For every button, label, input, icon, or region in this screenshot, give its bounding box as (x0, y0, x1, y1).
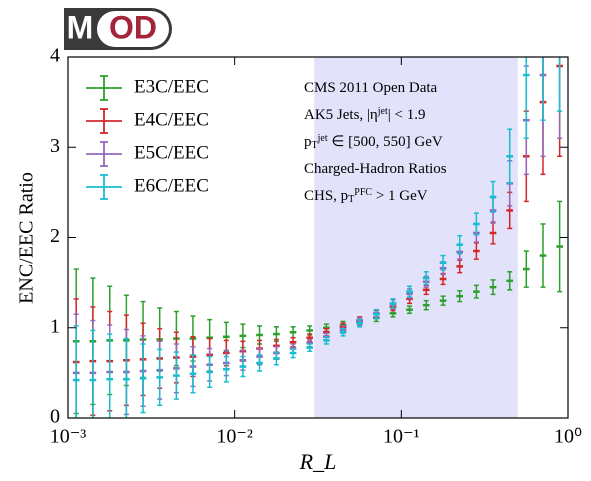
error-bar (406, 285, 413, 298)
annotation-part: jet (377, 106, 388, 117)
annotation-part: ∈ [500, 550] GeV (328, 134, 443, 150)
error-bar (273, 351, 280, 366)
y-tick-label: 0 (50, 406, 60, 428)
legend-label: E6C/EEC (134, 175, 209, 196)
error-bar (439, 295, 447, 306)
logo-od: OD (109, 9, 157, 45)
error-bar (439, 272, 447, 286)
error-bar (439, 254, 447, 271)
error-bar (173, 351, 180, 400)
annotation-part: PFC (354, 187, 372, 198)
error-bar (539, 223, 547, 288)
error-bar (323, 336, 330, 345)
error-bar (522, 250, 530, 288)
error-bar (556, 200, 563, 293)
error-bar (489, 180, 497, 213)
error-bar (206, 355, 214, 389)
logo-badge-edge (64, 8, 94, 50)
error-bar (339, 327, 347, 337)
legend-label: E3C/EEC (134, 76, 209, 97)
logo-m: M (67, 9, 94, 45)
shaded-region (314, 57, 518, 418)
error-bar (239, 355, 247, 378)
annotation-part: AK5 Jets, |η (304, 107, 378, 123)
annotation-part: T (348, 194, 354, 205)
error-bar (222, 355, 230, 383)
annotation-part: | < 1.9 (388, 107, 426, 123)
annotation-part: CMS 2011 Open Data (304, 80, 438, 96)
error-bar (540, 57, 546, 121)
annotation: CHS, pTPFC > 1 GeV (304, 187, 428, 205)
annotation: pTjet ∈ [500, 550] GeV (304, 133, 443, 151)
error-bar (456, 234, 464, 255)
error-bar (189, 354, 197, 394)
error-bar (422, 271, 430, 286)
error-bar (456, 259, 464, 274)
error-bar (289, 347, 297, 359)
error-bar (356, 318, 363, 328)
error-bar (139, 343, 147, 414)
x-tick-label: 10⁻¹ (383, 426, 420, 448)
x-axis-label: R_L (299, 449, 337, 474)
annotation-part: Charged-Hadron Ratios (304, 161, 447, 177)
error-bar (557, 57, 563, 112)
annotation-part: T (312, 140, 318, 151)
error-bar (506, 271, 514, 291)
logo: M OD (64, 8, 172, 50)
x-tick-label: 10⁰ (554, 426, 582, 448)
annotation: AK5 Jets, |ηjet| < 1.9 (304, 106, 425, 123)
error-bar (389, 298, 397, 309)
error-bar (522, 57, 530, 139)
legend-label: E4C/EEC (134, 109, 209, 130)
error-bar (72, 325, 80, 418)
annotation-part: p (304, 134, 312, 150)
error-bar (289, 326, 297, 339)
y-tick-label: 4 (50, 45, 60, 67)
legend-key (86, 174, 122, 200)
y-tick-label: 2 (50, 225, 60, 247)
annotation-part: jet (317, 133, 328, 144)
x-tick-label: 10⁻² (216, 426, 253, 448)
error-bar (489, 221, 497, 245)
error-bar (473, 212, 480, 236)
error-bar (89, 329, 97, 418)
x-tick-label: 10⁻³ (50, 426, 87, 448)
error-bar (156, 348, 164, 407)
error-bar (256, 354, 263, 372)
y-tick-label: 3 (50, 135, 60, 157)
annotation-part: CHS, p (304, 188, 348, 204)
legend-label: E5C/EEC (134, 142, 209, 163)
plot-area (72, 57, 563, 418)
error-bar (306, 343, 314, 352)
error-bar (473, 284, 480, 299)
annotation: CMS 2011 Open Data (304, 80, 438, 96)
series (72, 57, 563, 418)
axes: 0 1 2 3 4 10⁻³ 10⁻² 10⁻¹ 10⁰ R_L E3C/EEC E4C/EEC E5C… (50, 45, 582, 474)
y-tick-label: 1 (50, 315, 60, 337)
error-bar (473, 242, 480, 260)
error-bar (106, 333, 114, 418)
error-bar (422, 299, 430, 311)
y-axis-label: ENC/EEC Ratio (16, 172, 38, 304)
error-bar (489, 279, 497, 296)
annotation: Charged-Hadron Ratios (304, 161, 447, 177)
annotation-part: > 1 GeV (372, 188, 428, 204)
error-bar (123, 337, 130, 418)
error-bar (373, 308, 380, 320)
error-bar (456, 289, 464, 303)
error-bar (506, 128, 514, 185)
legend-key (86, 108, 122, 134)
legend-key (86, 75, 122, 101)
legend-key (86, 141, 122, 167)
logo-inner (97, 11, 169, 47)
error-bar (406, 305, 413, 315)
